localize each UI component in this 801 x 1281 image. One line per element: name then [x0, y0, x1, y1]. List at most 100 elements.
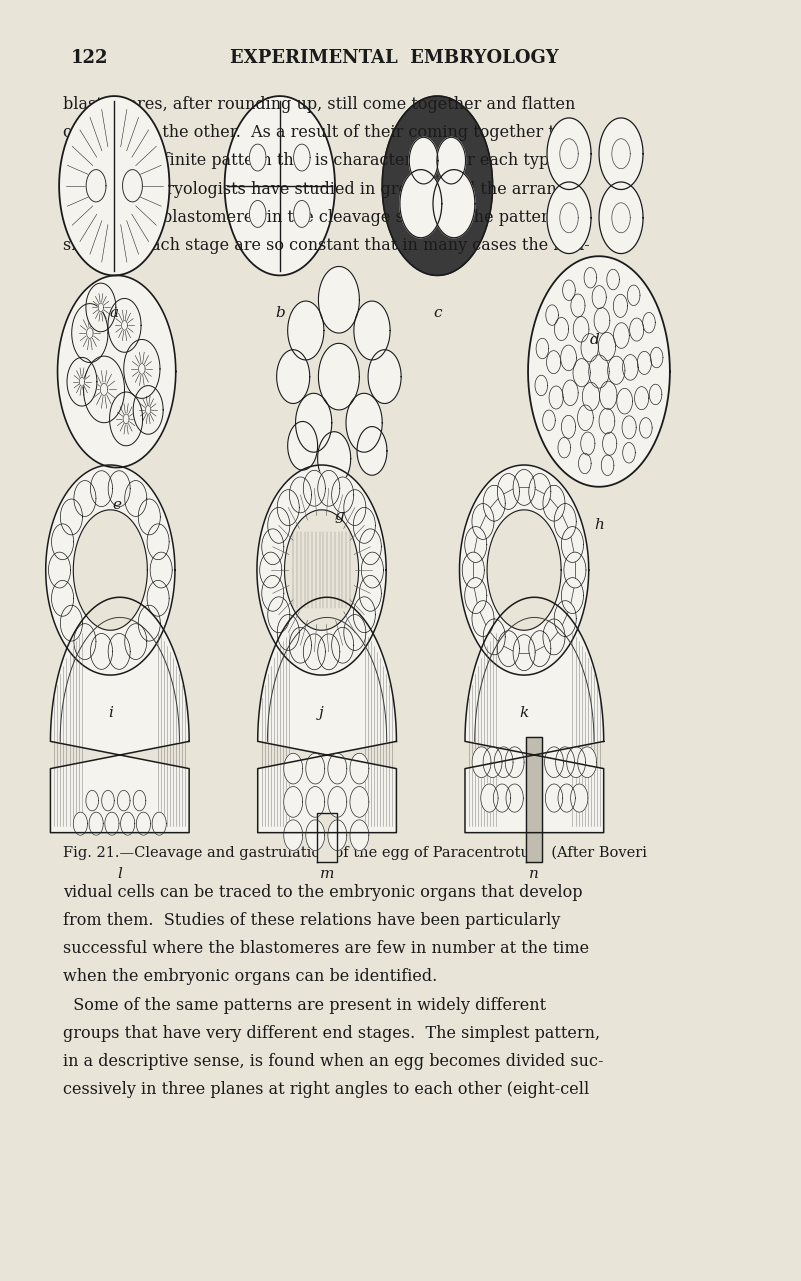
Polygon shape: [554, 318, 569, 341]
Polygon shape: [288, 421, 318, 470]
Polygon shape: [582, 383, 600, 411]
Text: k: k: [520, 706, 529, 720]
Polygon shape: [133, 386, 163, 434]
Polygon shape: [139, 605, 160, 640]
Polygon shape: [332, 628, 354, 664]
Polygon shape: [607, 269, 619, 290]
Polygon shape: [602, 455, 614, 475]
Polygon shape: [317, 813, 337, 862]
Polygon shape: [546, 351, 561, 374]
Polygon shape: [566, 747, 586, 778]
Text: 122: 122: [71, 49, 108, 67]
Polygon shape: [67, 357, 97, 406]
Text: n: n: [529, 867, 539, 881]
Polygon shape: [74, 480, 96, 516]
Polygon shape: [528, 256, 670, 487]
Text: groups that have very different end stages.  The simplest pattern,: groups that have very different end stag…: [63, 1025, 600, 1041]
Polygon shape: [472, 747, 491, 778]
Polygon shape: [536, 338, 549, 359]
Polygon shape: [79, 378, 85, 386]
Polygon shape: [556, 747, 574, 778]
Polygon shape: [562, 578, 583, 614]
Polygon shape: [573, 359, 590, 387]
Polygon shape: [147, 580, 169, 616]
Polygon shape: [249, 145, 266, 170]
Polygon shape: [354, 301, 390, 360]
Polygon shape: [614, 323, 630, 348]
Polygon shape: [108, 470, 131, 506]
Polygon shape: [612, 202, 630, 233]
Polygon shape: [108, 298, 141, 352]
Polygon shape: [483, 747, 502, 778]
Polygon shape: [599, 118, 643, 190]
Polygon shape: [152, 812, 167, 835]
Polygon shape: [139, 364, 145, 374]
Polygon shape: [328, 753, 347, 784]
Polygon shape: [472, 503, 494, 539]
Polygon shape: [150, 552, 172, 588]
Polygon shape: [437, 137, 465, 184]
Text: h: h: [594, 518, 604, 532]
Polygon shape: [276, 350, 310, 404]
Polygon shape: [578, 453, 591, 474]
Polygon shape: [465, 578, 487, 614]
Polygon shape: [578, 747, 597, 778]
Polygon shape: [136, 812, 151, 835]
Polygon shape: [304, 634, 325, 670]
Polygon shape: [382, 96, 493, 275]
Polygon shape: [562, 526, 583, 562]
Polygon shape: [602, 432, 617, 455]
Polygon shape: [599, 182, 643, 254]
Polygon shape: [105, 812, 119, 835]
Polygon shape: [318, 432, 351, 485]
Polygon shape: [123, 169, 143, 202]
Polygon shape: [564, 552, 586, 588]
Polygon shape: [262, 529, 284, 565]
Polygon shape: [584, 268, 597, 288]
Polygon shape: [89, 812, 103, 835]
Polygon shape: [360, 529, 381, 565]
Polygon shape: [561, 345, 577, 370]
Polygon shape: [350, 787, 368, 817]
Polygon shape: [123, 339, 160, 398]
Polygon shape: [72, 304, 108, 363]
Polygon shape: [59, 96, 170, 275]
Polygon shape: [319, 343, 360, 410]
Polygon shape: [608, 356, 625, 384]
Polygon shape: [622, 416, 636, 439]
Polygon shape: [493, 784, 511, 812]
Text: j: j: [319, 706, 324, 720]
Text: e: e: [112, 498, 121, 512]
Polygon shape: [86, 283, 116, 332]
Polygon shape: [294, 201, 310, 227]
Polygon shape: [558, 437, 570, 457]
Polygon shape: [306, 787, 324, 817]
Polygon shape: [83, 356, 124, 423]
Polygon shape: [368, 350, 401, 404]
Text: one against the other.  As a result of their coming together they: one against the other. As a result of th…: [63, 124, 584, 141]
Polygon shape: [60, 500, 83, 535]
Polygon shape: [277, 615, 300, 651]
Polygon shape: [543, 619, 565, 655]
Polygon shape: [497, 474, 519, 510]
Polygon shape: [328, 820, 347, 851]
Polygon shape: [139, 500, 160, 535]
Polygon shape: [560, 138, 578, 169]
Polygon shape: [224, 96, 335, 275]
Polygon shape: [91, 634, 113, 670]
Polygon shape: [594, 307, 610, 333]
Polygon shape: [589, 355, 610, 388]
Text: assume a definite pattern that is characteristic for each type: assume a definite pattern that is charac…: [63, 152, 558, 169]
Polygon shape: [74, 812, 87, 835]
Polygon shape: [60, 605, 83, 640]
Polygon shape: [74, 510, 147, 630]
Polygon shape: [634, 387, 649, 410]
Polygon shape: [545, 747, 563, 778]
Polygon shape: [146, 406, 151, 414]
Text: Fig. 21.—Cleavage and gastrulation of the egg of Paracentrotus.  (After Boveri: Fig. 21.—Cleavage and gastrulation of th…: [63, 845, 647, 860]
Text: cessively in three planes at right angles to each other (eight-cell: cessively in three planes at right angle…: [63, 1081, 590, 1098]
Polygon shape: [506, 784, 523, 812]
Polygon shape: [51, 524, 74, 560]
Text: i: i: [108, 706, 113, 720]
Polygon shape: [58, 275, 175, 468]
